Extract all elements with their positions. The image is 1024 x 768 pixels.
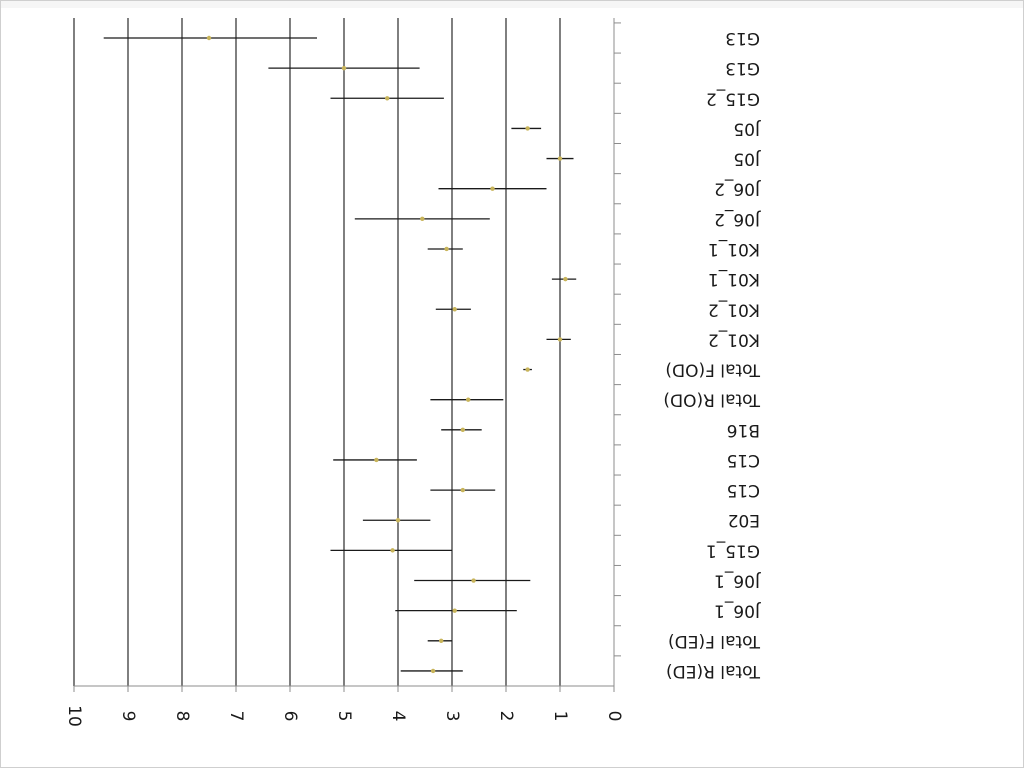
category-label: Total F(ED)	[668, 631, 761, 651]
category-label: J06_1	[714, 601, 761, 621]
estimate-point	[490, 186, 495, 191]
estimate-point	[374, 457, 379, 463]
category-label: G13	[725, 28, 760, 48]
estimate-point	[471, 578, 476, 583]
category-label: G13	[725, 58, 760, 78]
category-label: G15_1	[706, 540, 760, 560]
estimate-point	[439, 638, 444, 643]
category-label: J06_2	[714, 179, 761, 199]
interval-series	[103, 37, 577, 672]
value-tick-label: 6	[280, 711, 300, 722]
category-label: J06_1	[714, 571, 761, 591]
estimate-point	[557, 337, 563, 342]
estimate-point	[395, 518, 401, 523]
estimate-point	[466, 397, 471, 402]
category-label: J05	[733, 118, 761, 138]
category-label: C15	[726, 450, 760, 470]
category-label: K01_2	[708, 299, 760, 319]
estimate-point	[452, 608, 457, 613]
category-label: K01_1	[708, 269, 760, 289]
estimate-point	[563, 276, 568, 282]
value-tick-label: 4	[388, 711, 408, 722]
value-tick-label: 3	[442, 711, 462, 722]
value-axis	[73, 685, 615, 692]
slide-top-band	[0, 0, 1024, 8]
estimate-point	[390, 548, 395, 553]
value-tick-label: 7	[226, 711, 246, 722]
value-tick-label: 5	[334, 711, 354, 722]
estimate-point	[557, 156, 563, 161]
category-axis	[613, 18, 621, 686]
estimate-point	[385, 96, 390, 101]
category-label: C15	[726, 480, 760, 500]
category-label: G15_2	[706, 88, 760, 108]
category-label: Total R(OD)	[663, 390, 761, 410]
category-label: E02	[728, 510, 760, 530]
estimate-point	[525, 367, 530, 372]
estimate-series	[206, 35, 568, 674]
value-tick-label: 1	[550, 711, 570, 722]
value-tick-labels: 0 1 2 3 4 5 6 7 8 9 10	[64, 705, 624, 727]
estimate-point	[420, 216, 425, 222]
estimate-point	[430, 668, 436, 674]
category-label: J05	[733, 149, 761, 169]
category-label: Total F(OD)	[665, 360, 761, 380]
estimate-point	[452, 307, 457, 312]
category-label: K01_2	[708, 329, 760, 349]
estimate-point	[206, 35, 212, 41]
category-label: J06_2	[714, 209, 761, 229]
category-label: K01_1	[708, 239, 760, 259]
value-tick-label: 10	[64, 705, 84, 727]
value-tick-label: 9	[118, 711, 138, 722]
estimate-point	[525, 126, 530, 131]
category-label: B16	[727, 420, 760, 440]
value-tick-label: 0	[604, 711, 624, 722]
category-label: Total R(ED)	[666, 661, 761, 681]
estimate-point	[444, 246, 449, 252]
category-labels: G13 G13 G15_2 J05 J05 J06_2 J06_2 K01_1 K01_1 K01…	[663, 28, 761, 681]
estimate-point	[341, 65, 347, 71]
value-tick-label: 2	[496, 711, 516, 722]
estimate-point	[460, 487, 465, 493]
grid-lines	[73, 18, 561, 686]
value-tick-label: 8	[172, 711, 192, 722]
estimate-point	[460, 427, 465, 433]
